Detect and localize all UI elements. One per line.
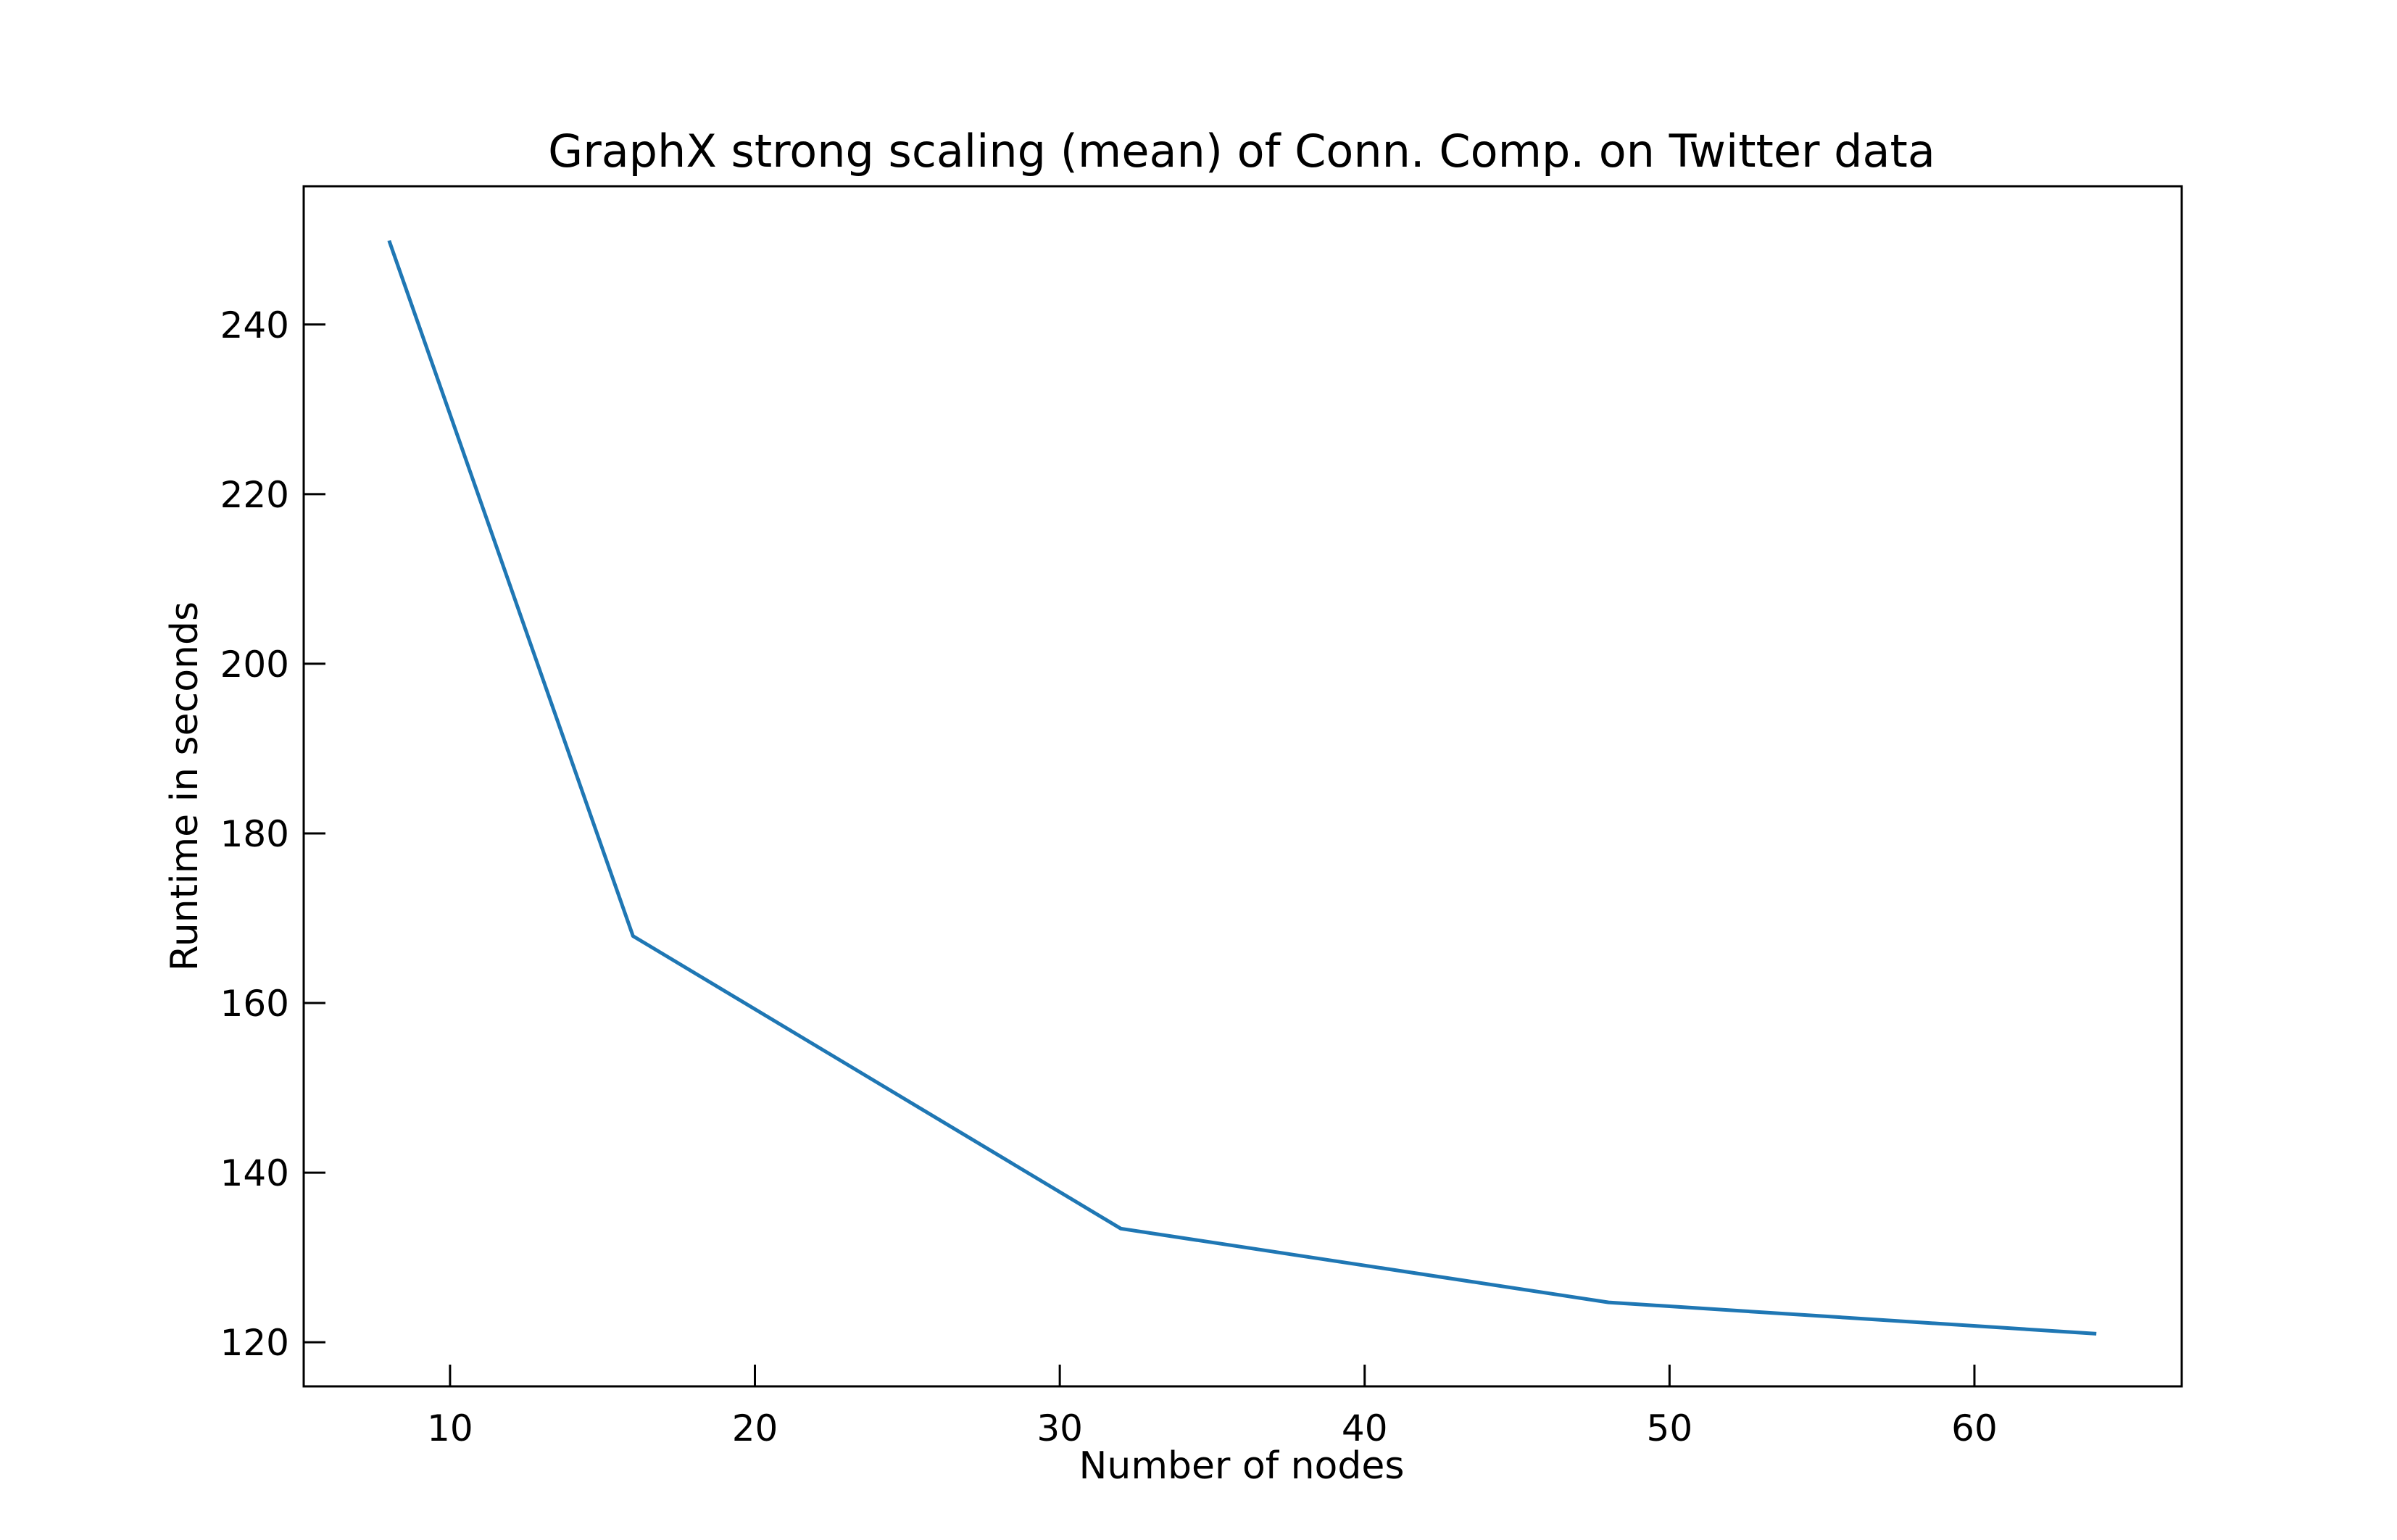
x-tick-label: 60	[1951, 1407, 1998, 1449]
x-axis-label: Number of nodes	[1079, 1444, 1405, 1488]
x-tick-label: 30	[1037, 1407, 1083, 1449]
y-tick-label: 220	[220, 474, 289, 516]
y-tick-label: 120	[220, 1322, 289, 1364]
y-tick-label: 180	[220, 813, 289, 855]
y-tick-label: 200	[220, 644, 289, 686]
x-tick-label: 50	[1647, 1407, 1693, 1449]
chart-title: GraphX strong scaling (mean) of Conn. Co…	[548, 125, 1935, 178]
plot-frame	[302, 185, 2183, 1388]
y-tick-label: 240	[220, 304, 289, 346]
y-tick-label: 140	[220, 1152, 289, 1194]
series-line	[387, 240, 2097, 1336]
x-tick-label: 20	[732, 1407, 778, 1449]
x-tick-label: 10	[427, 1407, 473, 1449]
plot-area	[387, 240, 2097, 1336]
x-tick-label: 40	[1342, 1407, 1388, 1449]
tick-layer: 10 20 30 40 50 60 120 140 160 180 200 220 240	[220, 304, 1998, 1449]
y-tick-label: 160	[220, 983, 289, 1025]
y-axis-label: Runtime in seconds	[163, 602, 207, 971]
